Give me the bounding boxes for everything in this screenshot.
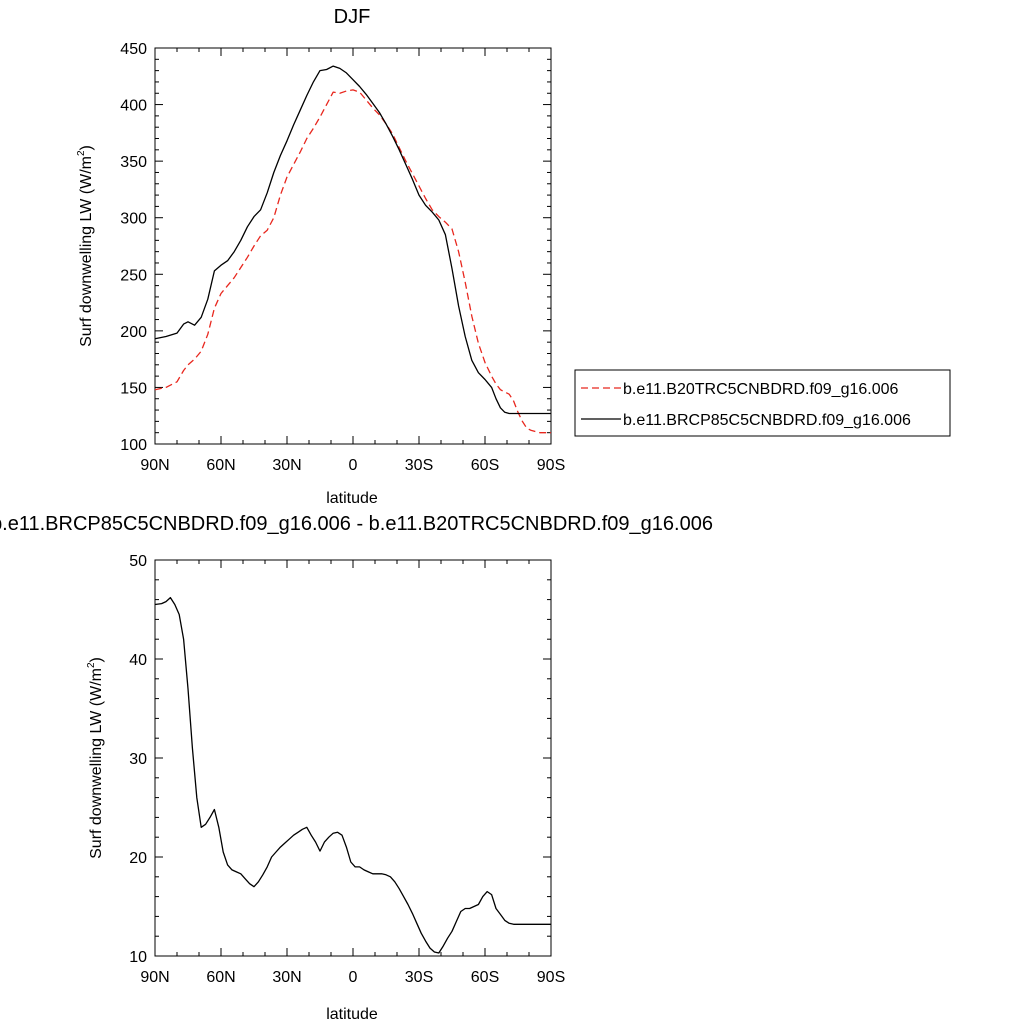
x-tick-label: 30S: [405, 457, 433, 474]
x-tick-label: 60N: [206, 969, 235, 986]
top-x-axis-title: latitude: [326, 490, 378, 507]
x-tick-label: 90N: [140, 457, 169, 474]
y-tick-label: 10: [129, 949, 147, 966]
series-line-0: [154, 89, 551, 434]
bottom-y-axis-title-close: ): [88, 657, 105, 662]
x-tick-label: 30S: [405, 969, 433, 986]
y-tick-label: 300: [120, 211, 147, 228]
bottom-series-group: [154, 596, 551, 954]
y-tick-label: 350: [120, 154, 147, 171]
top-chart-title: DJF: [334, 6, 371, 28]
legend: b.e11.B20TRC5CNBDRD.f09_g16.006 b.e11.BR…: [574, 369, 951, 437]
top-chart: DJF 100 150 200 250 300 350 400 450 90N 60N 30N 0 30…: [76, 6, 565, 507]
x-tick-label: 90S: [537, 969, 565, 986]
top-y-axis-title-close: ): [78, 145, 95, 150]
y-tick-label: 40: [129, 652, 147, 669]
top-y-axis-title-main: Surf downwelling LW (W/m: [78, 156, 95, 347]
x-tick-label: 0: [349, 457, 358, 474]
y-tick-label: 30: [129, 751, 147, 768]
y-tick-label: 20: [129, 850, 147, 867]
x-tick-label: 60S: [471, 969, 499, 986]
x-tick-label: 30N: [272, 969, 301, 986]
bottom-x-axis-title: latitude: [326, 1006, 378, 1023]
bottom-chart: b.e11.BRCP85C5CNBDRD.f09_g16.006 - b.e11…: [0, 513, 713, 1023]
top-series-group: [154, 65, 551, 434]
y-tick-label: 400: [120, 98, 147, 115]
bottom-y-axis-title: Surf downwelling LW (W/m2): [86, 657, 105, 859]
top-plot-frame: [154, 47, 552, 445]
legend-label-rcp85: b.e11.BRCP85C5CNBDRD.f09_g16.006: [623, 412, 911, 429]
y-tick-label: 250: [120, 267, 147, 284]
bottom-y-axis-title-main: Surf downwelling LW (W/m: [88, 668, 105, 859]
y-tick-label: 200: [120, 324, 147, 341]
top-y-axis-title: Surf downwelling LW (W/m2): [76, 145, 95, 347]
x-tick-label: 60S: [471, 457, 499, 474]
x-tick-label: 90N: [140, 969, 169, 986]
legend-frame: [574, 369, 951, 437]
x-tick-label: 60N: [206, 457, 235, 474]
y-tick-label: 50: [129, 553, 147, 570]
series-line-1: [154, 65, 551, 415]
y-tick-label: 450: [120, 41, 147, 58]
y-tick-label: 100: [120, 437, 147, 454]
top-axis-ticks: 100 150 200 250 300 350 400 450 90N 60N 30N 0 30S 60S…: [120, 41, 565, 474]
x-tick-label: 90S: [537, 457, 565, 474]
bottom-axis-ticks: 10 20 30 40 50 90N 60N 30N 0 30S 60S 90S: [129, 553, 565, 986]
legend-label-historical: b.e11.B20TRC5CNBDRD.f09_g16.006: [623, 381, 899, 398]
y-tick-label: 150: [120, 380, 147, 397]
series-line-0: [154, 596, 551, 954]
bottom-chart-title: b.e11.BRCP85C5CNBDRD.f09_g16.006 - b.e11…: [0, 513, 713, 535]
bottom-y-axis-title-sup: 2: [86, 662, 97, 668]
top-y-axis-title-sup: 2: [76, 150, 87, 156]
x-tick-label: 0: [349, 969, 358, 986]
x-tick-label: 30N: [272, 457, 301, 474]
